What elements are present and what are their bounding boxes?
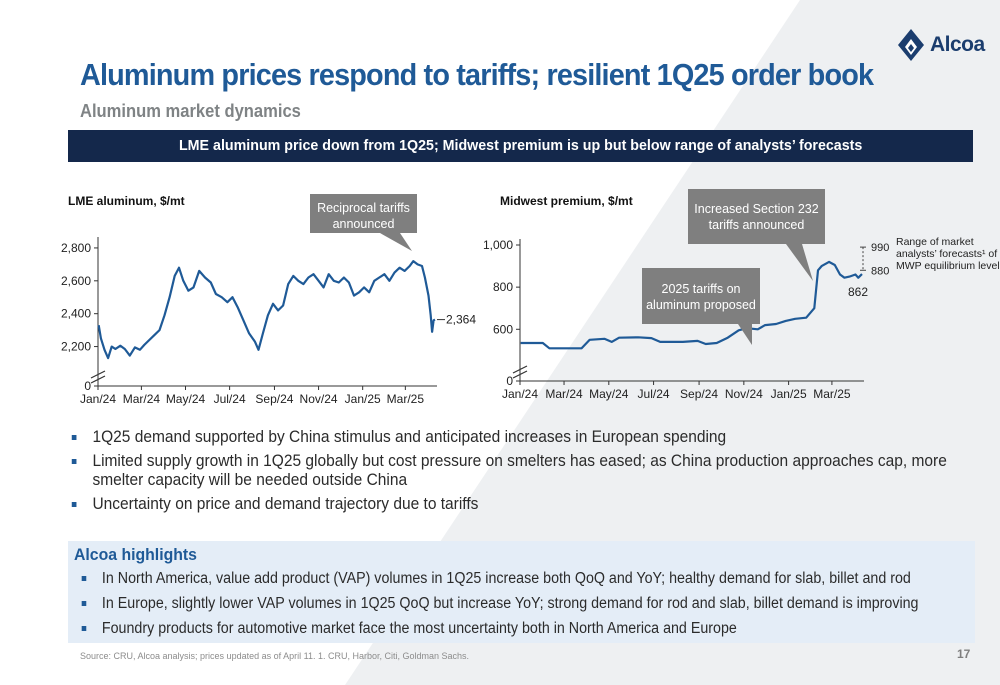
x-tick-label: May/24	[166, 392, 206, 406]
y-tick-label: 0	[84, 379, 91, 393]
section-232-callout: Increased Section 232 tariffs announced	[688, 189, 825, 244]
source-footnote: Source: CRU, Alcoa analysis; prices upda…	[80, 651, 470, 661]
2025-tariffs-callout: 2025 tariffs on aluminum proposed	[642, 268, 760, 324]
y-tick-label: 800	[493, 280, 513, 294]
y-tick-label: 2,200	[61, 340, 91, 354]
range-description-line: Range of market	[896, 236, 974, 248]
axis-break-mark	[90, 370, 106, 379]
x-tick-label: Mar/25	[813, 387, 851, 401]
axis-break-mark	[90, 375, 106, 384]
range-high-label: 990	[871, 242, 889, 254]
2025-tariffs-callout-pointer	[738, 324, 752, 345]
mwp-chart-title: Midwest premium, $/mt	[500, 194, 633, 208]
y-tick-label: 1,000	[483, 238, 513, 252]
alcoa-logo-icon	[898, 29, 924, 61]
market-bullet: Limited supply growth in 1Q25 globally b…	[68, 452, 970, 490]
range-description-line: analysts’ forecasts¹ of	[896, 248, 997, 260]
section-232-callout-text: Increased Section 232 tariffs announced	[694, 202, 819, 232]
y-tick-label: 2,600	[61, 274, 91, 288]
end-value-label: 862	[848, 285, 868, 299]
highlight-item: In Europe, slightly lower VAP volumes in…	[78, 594, 998, 613]
summary-banner: LME aluminum price down from 1Q25; Midwe…	[68, 130, 973, 162]
lme-aluminum-chart: LME aluminum, $/mt 0 2,200 2,400 2,600 2,800…	[60, 185, 490, 420]
alcoa-highlights-title: Alcoa highlights	[74, 545, 197, 564]
y-tick-label: 0	[506, 374, 513, 388]
x-tick-label: Mar/24	[545, 387, 583, 401]
series-line	[97, 259, 436, 360]
highlight-item: Foundry products for automotive market f…	[78, 619, 998, 638]
highlight-item: In North America, value add product (VAP…	[78, 569, 998, 588]
y-tick-label: 600	[493, 322, 513, 336]
y-tick-label: 2,400	[61, 307, 91, 321]
page-subtitle: Aluminum market dynamics	[80, 101, 301, 121]
summary-banner-text: LME aluminum price down from 1Q25; Midwe…	[178, 137, 863, 154]
lme-chart-svg: 0 2,200 2,400 2,600 2,800 Jan/24 Mar/24 May/24 J…	[61, 233, 476, 406]
2025-tariffs-callout-text: 2025 tariffs on aluminum proposed	[646, 282, 756, 312]
section-232-callout-pointer	[786, 244, 813, 281]
x-tick-label: Mar/25	[387, 392, 425, 406]
x-tick-label: Mar/24	[123, 392, 161, 406]
market-bullet: 1Q25 demand supported by China stimulus …	[68, 428, 970, 447]
x-tick-label: May/24	[589, 387, 629, 401]
end-value-label: 2,364	[446, 313, 476, 327]
alcoa-logo: Alcoa	[896, 27, 986, 63]
page-number: 17	[957, 647, 971, 661]
axis-break-mark	[512, 370, 528, 379]
alcoa-highlights-list: In North America, value add product (VAP…	[78, 569, 1000, 644]
x-tick-label: Jan/25	[345, 392, 381, 406]
callout-pointer	[380, 233, 412, 251]
reciprocal-tariffs-callout: Reciprocal tariffs announced	[310, 194, 417, 233]
x-tick-label: Jan/24	[80, 392, 116, 406]
axis-break-mark	[512, 365, 528, 374]
x-tick-label: Jan/25	[771, 387, 807, 401]
reciprocal-tariffs-callout-text: Reciprocal tariffs announced	[317, 201, 410, 231]
x-tick-label: Nov/24	[725, 387, 763, 401]
x-tick-label: Jul/24	[214, 392, 246, 406]
market-bullet: Uncertainty on price and demand trajecto…	[68, 495, 970, 514]
x-tick-label: Jul/24	[638, 387, 670, 401]
midwest-premium-chart: Midwest premium, $/mt 0 600 800 1,000 Jan/24…	[483, 185, 1000, 420]
alcoa-highlights-box: Alcoa highlights In North America, value…	[68, 541, 975, 643]
y-tick-label: 2,800	[61, 241, 91, 255]
lme-chart-title: LME aluminum, $/mt	[68, 194, 185, 208]
x-tick-label: Jan/24	[502, 387, 538, 401]
x-tick-label: Sep/24	[680, 387, 718, 401]
mwp-chart-svg: 0 600 800 1,000 Jan/24 Mar/24 May/24 Jul/24 Sep/…	[483, 236, 1000, 401]
page-title: Aluminum prices respond to tariffs; resi…	[80, 57, 874, 92]
range-low-label: 880	[871, 265, 889, 277]
logo-wordmark: Alcoa	[930, 33, 985, 56]
range-description-line: MWP equilibrium level	[896, 260, 1000, 272]
x-tick-label: Nov/24	[300, 392, 338, 406]
market-bullets: 1Q25 demand supported by China stimulus …	[68, 428, 968, 519]
x-tick-label: Sep/24	[255, 392, 293, 406]
